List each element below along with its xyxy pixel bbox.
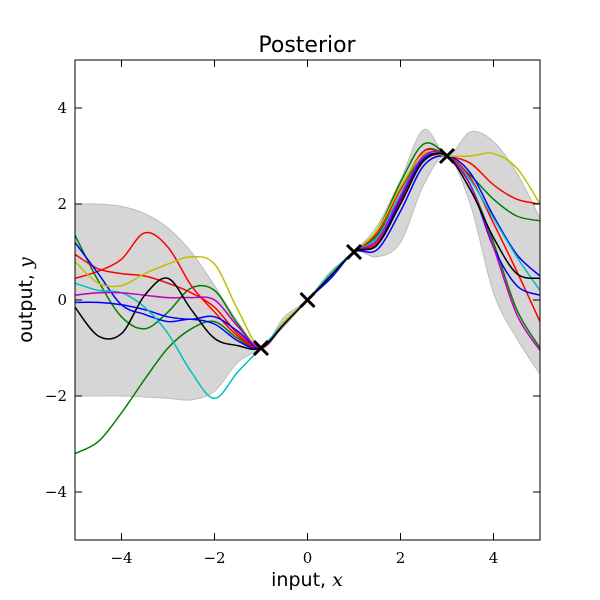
x-tick-label: 0 [303,549,313,567]
observation-marker [299,291,316,309]
y-tick-label: −2 [45,387,67,405]
y-axis-label: output, y [15,257,37,343]
x-tick-label: −2 [203,549,225,567]
y-axis-label-var: y [15,257,37,269]
y-tick-label: 0 [57,291,67,309]
x-axis-label-prefix: input, [271,569,332,591]
x-tick-label: 2 [396,549,406,567]
observation-marker [252,339,270,357]
observation-marker [438,147,456,165]
x-tick-label: 4 [489,549,499,567]
y-tick-label: 4 [57,99,67,117]
chart-title: Posterior [258,33,356,58]
x-axis-label: input, x [271,569,343,591]
observation-marker [345,243,363,261]
y-tick-label: 2 [57,195,67,213]
x-axis-label-var: x [332,569,343,591]
y-axis-label-prefix: output, [15,268,37,343]
observations-layer [252,147,456,357]
x-tick-label: −4 [110,549,132,567]
ticks-layer: −4 −2 0 2 4 −4 −2 0 2 4 [45,60,540,567]
y-tick-label: −4 [45,483,67,501]
